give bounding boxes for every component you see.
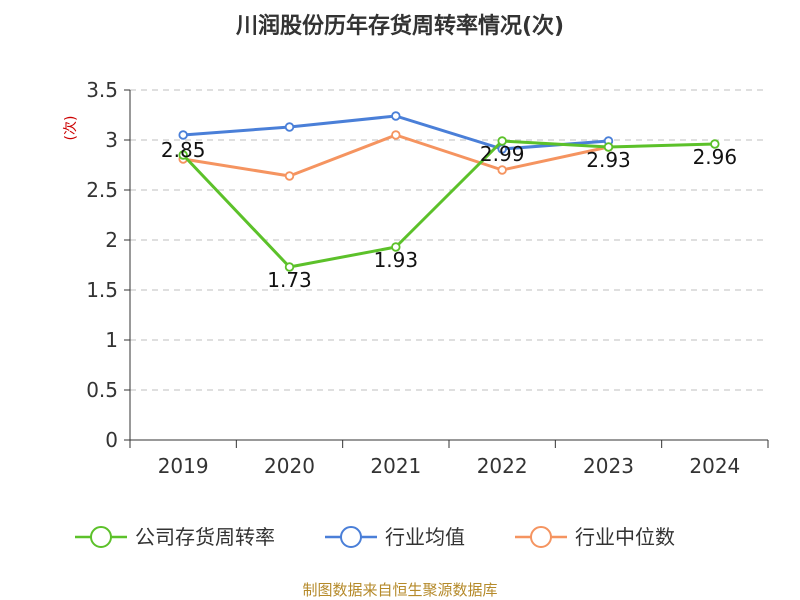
legend: 公司存货周转率 行业均值 行业中位数 (75, 525, 675, 549)
point-1-2020 (284, 122, 295, 132)
grid (130, 89, 768, 391)
y-axis-label: (次) (63, 116, 79, 141)
legend-label-1: 行业均值 (385, 525, 465, 549)
y-tick-label-0: 0 (105, 428, 118, 452)
legend-item-0: 公司存货周转率 (75, 525, 275, 549)
point-1-2019 (178, 130, 188, 140)
chart-title: 川润股份历年存货周转率情况(次) (235, 13, 564, 39)
y-tick-label-1.5: 1.5 (86, 278, 118, 302)
data-label-2019: 2.85 (161, 138, 206, 162)
legend-item-2: 行业中位数 (515, 525, 675, 549)
x-tick-label-2022: 2022 (477, 454, 528, 478)
x-tick-label-2021: 2021 (370, 454, 421, 478)
point-1-2021 (391, 111, 401, 121)
data-label-2020: 1.73 (267, 268, 312, 292)
point-0-2024 (710, 139, 720, 149)
point-2-2021 (391, 130, 401, 140)
x-tick-label-2023: 2023 (583, 454, 634, 478)
point-2-2022 (497, 165, 507, 175)
series-0 (178, 136, 720, 272)
data-label-2024: 2.96 (693, 145, 738, 169)
x-tick-label-2024: 2024 (689, 454, 740, 478)
y-tick-label-2: 2 (105, 228, 118, 252)
legend-item-1: 行业均值 (325, 525, 465, 549)
legend-marker-1 (340, 526, 362, 548)
series-line-2 (182, 133, 609, 178)
source-footer: 制图数据来自恒生聚源数据库 (302, 581, 497, 599)
x-tick-label-2020: 2020 (264, 454, 315, 478)
legend-marker-0 (90, 526, 112, 548)
y-tick-label-0.5: 0.5 (86, 378, 118, 402)
x-tick-label-2019: 2019 (158, 454, 209, 478)
data-label-2022: 2.99 (480, 142, 525, 166)
data-label-2021: 1.93 (374, 248, 419, 272)
y-tick-label-3.5: 3.5 (86, 78, 118, 102)
legend-marker-2 (530, 526, 552, 548)
point-0-2019 (178, 150, 188, 160)
point-0-2020 (284, 262, 295, 272)
series-layer (178, 111, 720, 272)
y-tick-label-2.5: 2.5 (86, 178, 118, 202)
series-line-0 (182, 139, 715, 269)
point-0-2023 (603, 142, 614, 152)
legend-label-0: 公司存货周转率 (135, 525, 275, 549)
y-tick-label-1: 1 (105, 328, 118, 352)
point-0-2021 (391, 242, 401, 252)
data-labels: 2.85 1.73 1.93 2.99 2.93 2.96 (161, 138, 737, 292)
series-2 (178, 130, 614, 181)
point-2-2020 (284, 171, 295, 181)
axes: 0 0.5 1 1.5 2 2.5 3 3.5 2019 2020 2021 2022 2023 2024 (86, 78, 769, 478)
y-tick-label-3: 3 (105, 128, 118, 152)
legend-label-2: 行业中位数 (575, 525, 675, 549)
data-label-2023: 2.93 (586, 148, 631, 172)
point-0-2022 (497, 136, 507, 146)
